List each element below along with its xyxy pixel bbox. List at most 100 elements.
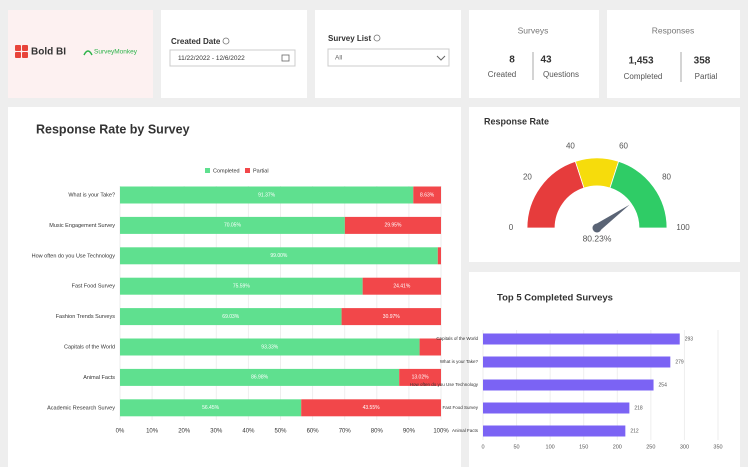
data-label: 218	[634, 405, 643, 411]
bar-segment	[120, 277, 363, 295]
y-tick-label: What is your Take?	[68, 192, 115, 198]
survey-dropdown[interactable]	[327, 48, 450, 67]
bar-segment	[120, 247, 438, 265]
filter-label: Created Date	[171, 37, 221, 46]
bar-segment	[301, 399, 441, 417]
data-label: 93.33%	[261, 344, 279, 350]
data-label: 43.55%	[363, 405, 381, 411]
gauge-value: 80.23%	[583, 233, 612, 243]
data-label: 91.37%	[258, 192, 276, 198]
bar-segment	[419, 338, 441, 356]
kpi-label: Completed	[624, 72, 663, 81]
bar	[483, 425, 626, 437]
gauge-tick-label: 0	[509, 223, 514, 232]
partner-icon	[83, 50, 93, 56]
date-input[interactable]	[169, 49, 296, 67]
kpi-value: 43	[540, 55, 552, 66]
x-tick-label: 60%	[307, 429, 320, 435]
data-label: 13.02%	[412, 375, 430, 381]
bar	[483, 333, 680, 345]
bar-segment	[344, 216, 441, 234]
logo-text: Bold BI	[31, 47, 66, 58]
calendar-icon[interactable]	[281, 54, 290, 62]
y-tick-label: Fast Food Survey	[442, 405, 478, 410]
kpi-title: Surveys	[518, 25, 549, 35]
data-label: 212	[630, 428, 639, 434]
chart-title: Response Rate	[484, 116, 549, 126]
y-tick-label: How often do you Use Technology	[32, 253, 116, 259]
responses-card	[607, 10, 740, 98]
kpi-label: Questions	[543, 70, 579, 79]
y-tick-label: Capitals of the World	[64, 344, 115, 350]
x-tick-label: 70%	[339, 429, 352, 435]
chevron[interactable]	[436, 55, 446, 61]
kpi-label: Partial	[695, 72, 718, 81]
data-label: 69.03%	[222, 314, 240, 320]
bar-segment	[362, 277, 441, 295]
data-label: 29.95%	[384, 223, 402, 229]
kpi-value: 1,453	[628, 56, 653, 67]
x-tick-label: 50%	[274, 429, 287, 435]
gauge-tick-label: 60	[619, 141, 628, 150]
bar-segment	[120, 308, 342, 326]
x-tick-label: 20%	[178, 429, 191, 435]
x-tick-label: 40%	[242, 429, 255, 435]
x-tick-label: 300	[680, 444, 689, 450]
x-tick-label: 30%	[210, 429, 223, 435]
data-label: 293	[685, 336, 694, 342]
x-tick-label: 90%	[403, 429, 416, 435]
x-tick-label: 0	[481, 444, 484, 450]
x-tick-label: 50	[514, 444, 520, 450]
data-label: 279	[675, 359, 684, 365]
y-tick-label: Music Engagement Survey	[49, 223, 115, 229]
gauge-tick-label: 100	[676, 223, 690, 232]
chart-title: Response Rate by Survey	[36, 122, 190, 136]
bar-segment	[120, 338, 420, 356]
bar-segment	[120, 186, 414, 204]
legend-label: Partial	[253, 168, 269, 174]
x-tick-label: 10%	[146, 429, 159, 435]
data-label: 8.63%	[420, 192, 435, 198]
x-tick-label: 250	[646, 444, 655, 450]
data-label: 86.98%	[251, 375, 269, 381]
info-icon	[373, 34, 381, 42]
legend-label: Completed	[213, 168, 240, 174]
x-tick-label: 100	[546, 444, 555, 450]
kpi-value: 358	[694, 56, 711, 67]
data-label: 24.41%	[393, 284, 411, 290]
data-label: 70.05%	[224, 223, 242, 229]
bar-segment	[413, 186, 441, 204]
needle-hub	[592, 223, 602, 233]
data-label: 254	[659, 382, 668, 388]
gauge-tick-label: 20	[523, 173, 532, 182]
logo-card	[8, 10, 153, 98]
bar	[483, 356, 671, 368]
kpi-title: Responses	[652, 25, 695, 35]
info-icon	[222, 37, 230, 45]
x-tick-label: 0%	[116, 429, 125, 435]
data-label: 30.97%	[383, 314, 401, 320]
data-label: 56.45%	[202, 405, 220, 411]
gauge-band	[609, 160, 668, 229]
x-tick-label: 100%	[433, 429, 449, 435]
bar-segment	[437, 247, 441, 265]
data-label: 99.00%	[270, 253, 288, 259]
legend-swatch	[245, 168, 250, 173]
kpi-value: 8	[509, 55, 515, 66]
surveys-card	[469, 10, 599, 98]
date-value: 11/22/2022 - 12/6/2022	[178, 55, 245, 62]
bar	[483, 379, 654, 391]
y-tick-label: How often do you Use Technology	[410, 382, 479, 387]
bar-segment	[120, 399, 302, 417]
x-tick-label: 80%	[371, 429, 384, 435]
bar	[483, 402, 630, 414]
y-tick-label: Capitals of the World	[436, 336, 478, 341]
gauge-tick-label: 80	[662, 173, 671, 182]
gauge-tick-label: 40	[566, 141, 575, 150]
bold-bi-icon	[15, 45, 28, 58]
legend-swatch	[205, 168, 210, 173]
dropdown-value: All	[335, 55, 343, 62]
bar-segment	[341, 308, 441, 326]
bar-segment	[120, 216, 345, 234]
